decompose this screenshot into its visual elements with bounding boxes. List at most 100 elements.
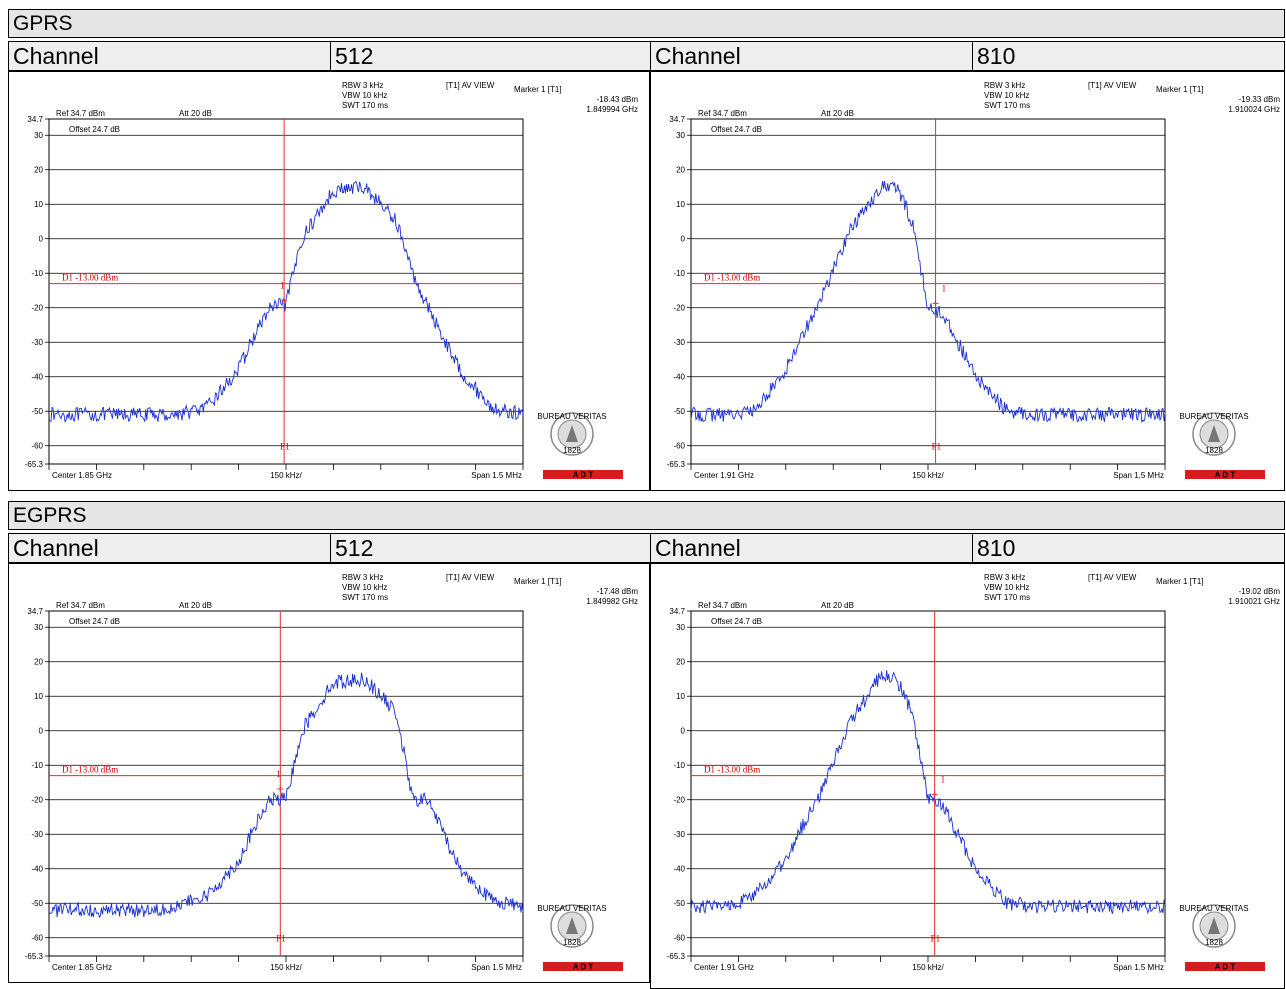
y-tick-label: 30	[676, 131, 685, 140]
vbw-label: VBW 10 kHz	[984, 91, 1029, 100]
bureau-veritas-logo: BUREAU VERITAS 1828	[1179, 412, 1249, 456]
logo-year: 1828	[563, 938, 581, 947]
y-tick-label: 20	[34, 658, 43, 667]
swt-label: SWT 170 ms	[342, 593, 388, 602]
channel-label: Channel	[651, 42, 973, 70]
bureau-veritas-logo: BUREAU VERITAS 1828	[537, 904, 607, 948]
y-tick-label: 10	[676, 692, 685, 701]
adt-label: A D T	[1215, 963, 1236, 972]
adt-label: A D T	[573, 471, 594, 480]
spectrum-trace	[690, 670, 1166, 915]
spectrum-trace	[48, 181, 524, 424]
f1-label: F1	[280, 442, 290, 452]
bureau-veritas-logo: BUREAU VERITAS 1828	[537, 412, 607, 456]
plot-frame	[690, 610, 1166, 957]
division-label: 150 kHz/	[270, 471, 302, 480]
center-frequency-label: Center 1.91 GHz	[694, 963, 754, 972]
logo-text: BUREAU VERITAS	[1179, 904, 1248, 913]
y-tick-label: 34.7	[27, 115, 43, 124]
section-header-gprs: GPRS	[8, 9, 1285, 38]
channel-value: 810	[977, 43, 1016, 69]
marker-frequency: 1.849994 GHz	[586, 105, 638, 114]
plot-frame	[690, 118, 1166, 465]
adt-band	[1185, 470, 1265, 479]
f1-label: F1	[932, 442, 942, 452]
y-tick-label: 34.7	[669, 115, 685, 124]
y-tick-label: -30	[31, 830, 43, 839]
adt-label: A D T	[1215, 471, 1236, 480]
y-tick-label: 10	[676, 200, 685, 209]
y-tick-label: -50	[31, 407, 43, 416]
attenuation: Att 20 dB	[821, 109, 854, 118]
span-label: Span 1.5 MHz	[471, 471, 522, 480]
limit-line-label: D1 -13.00 dBm	[62, 273, 118, 283]
offset-label: Offset 24.7 dB	[69, 617, 120, 626]
f1-label: F1	[276, 934, 286, 944]
division-label: 150 kHz/	[912, 471, 944, 480]
y-tick-label: 30	[34, 623, 43, 632]
marker-1-label: 1	[276, 769, 281, 779]
channel-label: Channel	[651, 534, 973, 562]
y-tick-label: 30	[34, 131, 43, 140]
vbw-label: VBW 10 kHz	[342, 91, 387, 100]
trace-mode-label: [T1] AV VIEW	[1088, 81, 1137, 90]
rbw-label: RBW 3 kHz	[984, 81, 1025, 90]
trace-mode-label: [T1] AV VIEW	[446, 81, 495, 90]
marker-frequency: 1.910024 GHz	[1228, 105, 1280, 114]
f1-label: F1	[931, 934, 941, 944]
swt-label: SWT 170 ms	[984, 593, 1030, 602]
y-tick-label: -30	[673, 338, 685, 347]
spectrum-trace	[690, 180, 1166, 424]
offset-label: Offset 24.7 dB	[711, 617, 762, 626]
spectrum-trace	[48, 672, 524, 919]
y-tick-label: -10	[673, 761, 685, 770]
marker-title: Marker 1 [T1]	[1156, 85, 1204, 94]
offset-label: Offset 24.7 dB	[69, 125, 120, 134]
rbw-label: RBW 3 kHz	[342, 573, 383, 582]
vbw-label: VBW 10 kHz	[984, 583, 1029, 592]
marker-1-label: 1	[280, 280, 285, 290]
attenuation: Att 20 dB	[821, 601, 854, 610]
y-tick-label: 0	[39, 235, 44, 244]
plot-frame	[48, 118, 524, 465]
marker-1-label: 1	[942, 283, 947, 293]
logo-text: BUREAU VERITAS	[1179, 412, 1248, 421]
y-tick-label: 30	[676, 623, 685, 632]
reference-level: Ref 34.7 dBm	[698, 601, 747, 610]
span-label: Span 1.5 MHz	[1113, 963, 1164, 972]
y-tick-label: -10	[673, 269, 685, 278]
y-tick-label: 0	[681, 235, 686, 244]
y-tick-label: -50	[673, 407, 685, 416]
y-tick-label: 0	[681, 727, 686, 736]
marker-title: Marker 1 [T1]	[514, 577, 562, 586]
y-tick-label: 34.7	[27, 607, 43, 616]
y-tick-label: -30	[673, 830, 685, 839]
logo-year: 1828	[1205, 938, 1223, 947]
y-tick-label: -40	[673, 373, 685, 382]
reference-level: Ref 34.7 dBm	[698, 109, 747, 118]
division-label: 150 kHz/	[270, 963, 302, 972]
marker-level: -18.43 dBm	[597, 95, 639, 104]
y-tick-label: -40	[31, 373, 43, 382]
marker-frequency: 1.910021 GHz	[1228, 597, 1280, 606]
y-tick-label: -10	[31, 269, 43, 278]
y-tick-label: -65.3	[667, 952, 686, 961]
center-frequency-label: Center 1.91 GHz	[694, 471, 754, 480]
marker-title: Marker 1 [T1]	[514, 85, 562, 94]
attenuation: Att 20 dB	[179, 601, 212, 610]
y-tick-label: -60	[31, 442, 43, 451]
reference-level: Ref 34.7 dBm	[56, 601, 105, 610]
plot-frame	[48, 610, 524, 957]
y-tick-label: 10	[34, 200, 43, 209]
y-tick-label: -20	[673, 796, 685, 805]
vbw-label: VBW 10 kHz	[342, 583, 387, 592]
marker-frequency: 1.849982 GHz	[586, 597, 638, 606]
y-tick-label: -60	[31, 934, 43, 943]
y-tick-label: -40	[31, 865, 43, 874]
logo-year: 1828	[563, 446, 581, 455]
y-tick-label: -20	[31, 304, 43, 313]
bureau-veritas-logo: BUREAU VERITAS 1828	[1179, 904, 1249, 948]
attenuation: Att 20 dB	[179, 109, 212, 118]
channel-value: 810	[977, 535, 1016, 561]
